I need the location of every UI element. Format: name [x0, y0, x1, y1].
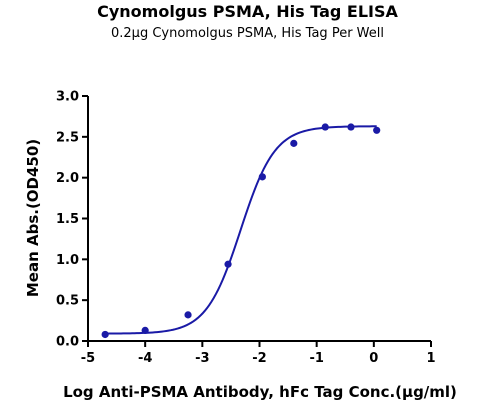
x-tick-label: -3	[195, 351, 209, 366]
chart-title: Cynomolgus PSMA, His Tag ELISA	[97, 2, 398, 21]
y-tick-label: 0.5	[56, 294, 79, 309]
y-tick-label: 2.5	[56, 130, 79, 145]
x-tick-label: -5	[81, 351, 95, 366]
data-point	[373, 126, 381, 134]
data-points	[101, 123, 381, 339]
x-tick-label: -1	[309, 351, 323, 366]
data-point	[184, 311, 192, 319]
x-tick-label: 1	[426, 351, 435, 366]
chart-subtitle: 0.2μg Cynomolgus PSMA, His Tag Per Well	[111, 26, 384, 41]
data-point	[347, 123, 355, 131]
data-point	[141, 326, 149, 334]
x-tick-label: -2	[252, 351, 266, 366]
y-tick-label: 1.5	[56, 212, 79, 227]
y-tick-label: 1.0	[56, 253, 79, 268]
x-tick-label: 0	[369, 351, 378, 366]
data-point	[321, 123, 329, 131]
y-axis-title: Mean Abs.(OD450)	[24, 139, 42, 297]
data-point	[101, 330, 109, 339]
x-axis-title: Log Anti-PSMA Antibody, hFc Tag Conc.(μg…	[63, 383, 457, 400]
data-point	[224, 260, 232, 268]
x-tick-label: -4	[138, 351, 152, 366]
tick-marks	[82, 95, 432, 347]
y-tick-label: 2.0	[56, 171, 79, 186]
data-point	[258, 173, 266, 181]
tick-labels: 0.0 0.5 1.0 1.5 2.0 2.5 3.0 -5 -4 -3 -2 -1 0 1	[56, 90, 436, 367]
y-tick-label: 0.0	[56, 335, 79, 350]
axes	[87, 96, 431, 342]
y-tick-label: 3.0	[56, 90, 79, 105]
fit-curve	[105, 125, 377, 335]
data-point	[290, 139, 298, 147]
